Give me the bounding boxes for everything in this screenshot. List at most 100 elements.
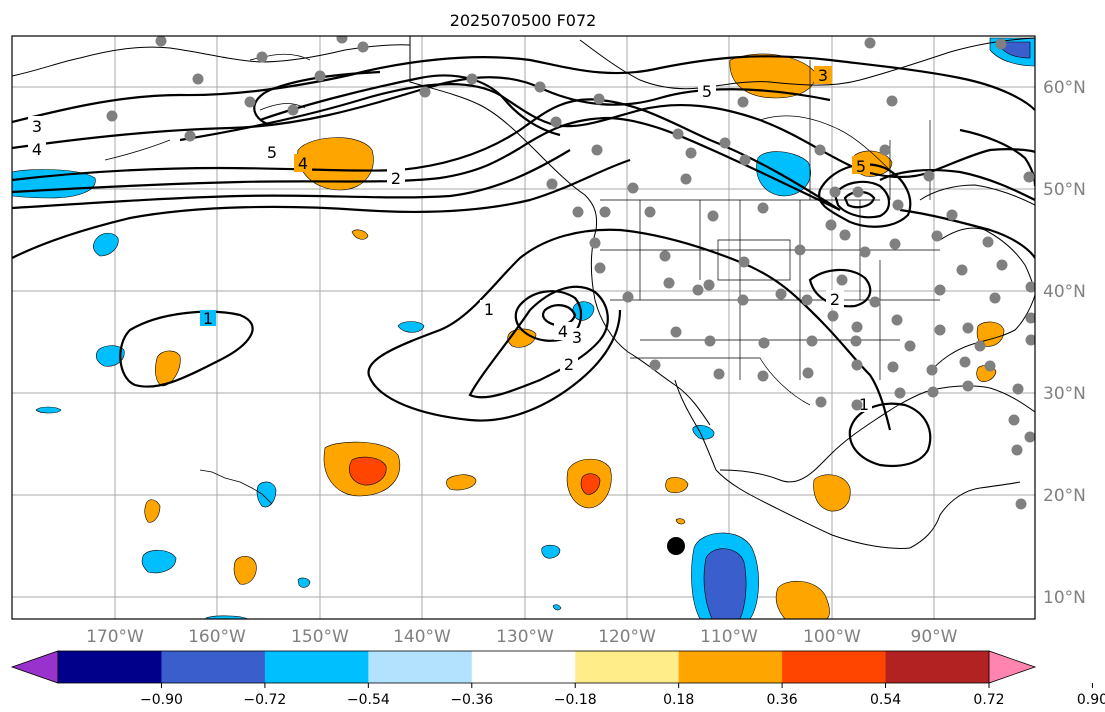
station-dot xyxy=(663,277,675,289)
station-dot xyxy=(864,37,876,49)
colorbar-tick-label: −0.90 xyxy=(140,692,183,708)
station-dot xyxy=(962,322,974,334)
station-dot xyxy=(974,340,986,352)
station-dot xyxy=(627,182,639,194)
station-dot xyxy=(184,130,196,142)
station-dot xyxy=(1023,171,1035,183)
station-dot xyxy=(1012,383,1024,395)
station-dot xyxy=(904,340,916,352)
station-dot xyxy=(704,335,716,347)
station-dot xyxy=(550,116,562,128)
map-panel xyxy=(12,36,1035,619)
station-dot xyxy=(891,314,903,326)
contour-label: 1 xyxy=(203,309,213,328)
station-dot xyxy=(889,238,901,250)
station-dot xyxy=(815,396,827,408)
station-dot xyxy=(802,367,814,379)
station-dot xyxy=(757,202,769,214)
station-dot xyxy=(825,219,837,231)
station-dot xyxy=(659,250,671,262)
station-dot xyxy=(244,96,256,108)
station-dot xyxy=(850,335,862,347)
colorbar-tick-label: 0.90 xyxy=(1077,692,1105,708)
contour-label: 2 xyxy=(564,355,574,374)
station-dot xyxy=(357,41,369,53)
station-dot xyxy=(599,206,611,218)
colorbar-tick-label: 0.72 xyxy=(973,692,1004,708)
colorbar-tick-label: −0.54 xyxy=(347,692,390,708)
colorbar-segment xyxy=(782,651,887,683)
map-frame xyxy=(11,35,1036,620)
station-dot xyxy=(946,209,958,221)
station-dot xyxy=(644,206,656,218)
station-dot xyxy=(995,38,1007,50)
map-content: 3 4 5 4 2 5 3 5 1 3 4 2 1 2 xyxy=(12,36,1035,619)
colorbar-segment xyxy=(471,651,576,683)
station-dot xyxy=(851,399,863,411)
lon-label: 90°W xyxy=(911,627,958,647)
station-dot xyxy=(192,73,204,85)
station-dot xyxy=(894,387,906,399)
coastlines xyxy=(12,36,1035,549)
station-dot xyxy=(1025,334,1035,346)
station-dot xyxy=(1008,414,1020,426)
contour-label: 4 xyxy=(558,322,568,341)
station-dot xyxy=(572,206,584,218)
lat-label: 20°N xyxy=(1043,486,1086,506)
station-dot xyxy=(707,210,719,222)
latitude-labels: 60°N 50°N 40°N 30°N 20°N 10°N xyxy=(1043,78,1086,608)
station-dot xyxy=(827,310,839,322)
station-dot xyxy=(1024,431,1035,443)
station-dot xyxy=(649,359,661,371)
station-dot xyxy=(984,360,996,372)
colorbar-extend-min xyxy=(10,650,59,684)
station-dot xyxy=(989,292,1001,304)
storm-position-marker xyxy=(667,537,685,555)
station-dot xyxy=(622,291,634,303)
station-dot xyxy=(839,229,851,241)
contour-label: 5 xyxy=(702,82,712,101)
lon-label: 140°W xyxy=(393,627,451,647)
colorbar-segment xyxy=(161,651,266,683)
contour-label: 1 xyxy=(484,300,494,319)
contour-label: 2 xyxy=(391,169,401,188)
station-dot xyxy=(670,326,682,338)
state-borders xyxy=(600,60,940,406)
station-dot xyxy=(287,104,299,116)
station-dot xyxy=(1025,281,1035,293)
station-dot xyxy=(927,386,939,398)
station-dot xyxy=(829,186,841,198)
contour-label: 2 xyxy=(830,290,840,309)
station-dot xyxy=(892,199,904,211)
station-dot xyxy=(934,324,946,336)
lon-label: 160°W xyxy=(188,627,246,647)
lat-label: 10°N xyxy=(1043,588,1086,608)
colorbar-segment xyxy=(264,651,369,683)
station-dot xyxy=(982,236,994,248)
station-dot xyxy=(775,288,787,300)
colorbar-segment xyxy=(678,651,783,683)
contour-label: 5 xyxy=(856,157,866,176)
lon-label: 170°W xyxy=(86,627,144,647)
station-dot xyxy=(314,70,326,82)
station-dot xyxy=(546,178,558,190)
lat-label: 30°N xyxy=(1043,384,1086,404)
lat-label: 60°N xyxy=(1043,78,1086,98)
colorbar-segment xyxy=(885,651,990,683)
station-dot xyxy=(859,246,871,258)
station-dot xyxy=(1015,498,1027,510)
map-title: 2025070500 F072 xyxy=(450,11,597,30)
longitude-labels: 170°W 160°W 150°W 140°W 130°W 120°W 110°… xyxy=(86,627,958,647)
contour-label: 1 xyxy=(859,395,869,414)
station-dot xyxy=(801,294,813,306)
lon-label: 130°W xyxy=(496,627,554,647)
lat-label: 50°N xyxy=(1043,180,1086,200)
station-dot xyxy=(851,359,863,371)
station-dot xyxy=(685,147,697,159)
station-dot xyxy=(672,128,684,140)
station-dot xyxy=(758,337,770,349)
station-dot xyxy=(713,368,725,380)
station-dot xyxy=(589,237,601,249)
colorbar-tick-label: 0.36 xyxy=(767,692,798,708)
station-dot xyxy=(534,81,546,93)
